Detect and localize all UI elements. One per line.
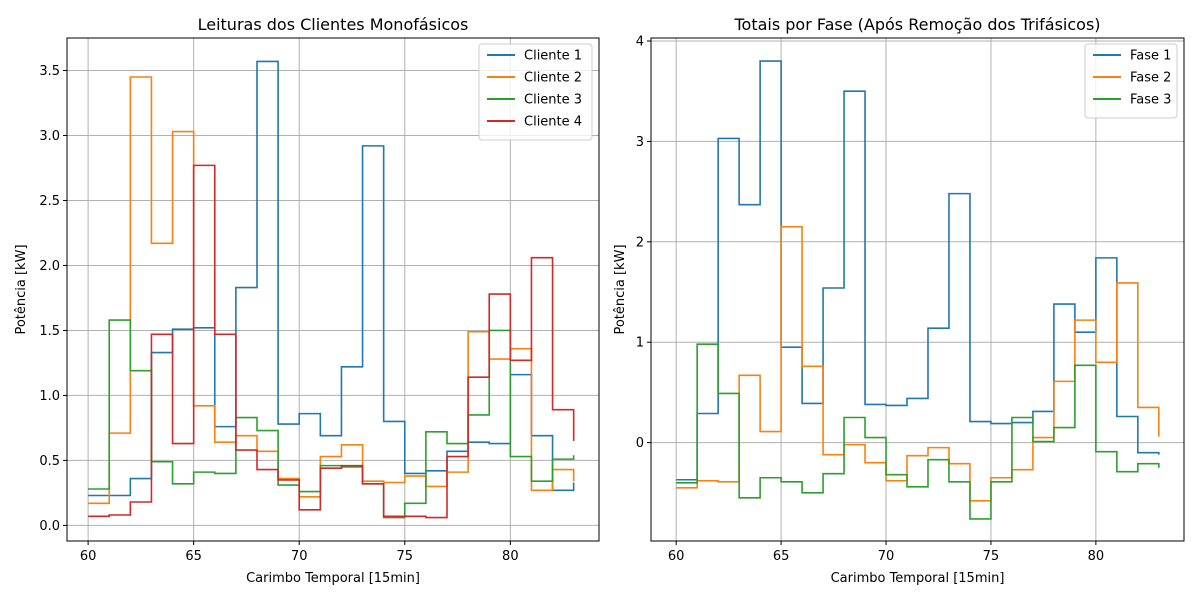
y-tick-label: 3.0 xyxy=(39,129,60,144)
chart-phase-totals: 60 65 70 75 80 0 1 2 3 4 Totais por Fase (Após Rem… xyxy=(613,15,1185,586)
plot-frame xyxy=(650,37,1185,542)
y-tick-label: 1 xyxy=(636,336,644,351)
series-line-3 xyxy=(676,343,1160,520)
x-tick-label: 80 xyxy=(1088,549,1105,564)
y-tick-label: 1.0 xyxy=(39,389,60,404)
x-tick-label: 60 xyxy=(668,549,685,564)
legend-label-4: Cliente 4 xyxy=(524,115,582,130)
x-tick-label: 75 xyxy=(983,549,1000,564)
y-tick-label: 2.5 xyxy=(39,194,60,209)
y-axis-label: Potência [kW] xyxy=(14,244,29,334)
plot-frame xyxy=(66,37,600,542)
chart-title: Leituras dos Clientes Monofásicos xyxy=(198,15,469,34)
x-tick-label: 75 xyxy=(397,549,414,564)
series-line-1 xyxy=(676,60,1160,481)
legend-label-1: Fase 1 xyxy=(1130,49,1171,64)
x-tick-label: 60 xyxy=(80,549,97,564)
y-tick-label: 2.0 xyxy=(39,259,60,274)
legend-label-1: Cliente 1 xyxy=(524,49,582,64)
legend-label-2: Fase 2 xyxy=(1130,71,1171,86)
x-tick-label: 65 xyxy=(773,549,790,564)
y-tick-label: 0 xyxy=(636,436,644,451)
x-tick-label: 80 xyxy=(502,549,519,564)
x-tick-label: 65 xyxy=(185,549,202,564)
y-tick-label: 4 xyxy=(636,35,644,50)
y-tick-label: 1.5 xyxy=(39,324,60,339)
legend-label-3: Cliente 3 xyxy=(524,93,582,108)
y-tick-label: 3 xyxy=(636,135,644,150)
y-tick-label: 0.0 xyxy=(39,519,60,534)
chart-client-readings: 60 65 70 75 80 0.0 0.5 1.0 1.5 2.0 2.5 3.0 3.5 Leitur… xyxy=(14,15,600,586)
x-axis-label: Carimbo Temporal [15min] xyxy=(246,571,420,586)
series-line-2 xyxy=(88,76,575,505)
x-axis-label: Carimbo Temporal [15min] xyxy=(831,571,1005,586)
series-line-2 xyxy=(676,225,1160,502)
series-line-1 xyxy=(88,60,575,497)
legend-box xyxy=(478,43,593,141)
legend: Fase 1 Fase 2 Fase 3 xyxy=(1084,43,1178,119)
x-tick-label: 70 xyxy=(878,549,895,564)
legend-label-3: Fase 3 xyxy=(1130,93,1171,108)
y-tick-label: 2 xyxy=(636,235,644,250)
y-tick-label: 0.5 xyxy=(39,454,60,469)
legend: Cliente 1 Cliente 2 Cliente 3 Cliente 4 xyxy=(478,43,593,141)
y-tick-label: 3.5 xyxy=(39,64,60,79)
x-tick-label: 70 xyxy=(291,549,308,564)
series-line-4 xyxy=(88,164,575,519)
legend-label-2: Cliente 2 xyxy=(524,71,582,86)
chart-title: Totais por Fase (Após Remoção dos Trifás… xyxy=(733,15,1100,34)
y-axis-label: Potência [kW] xyxy=(613,244,628,334)
